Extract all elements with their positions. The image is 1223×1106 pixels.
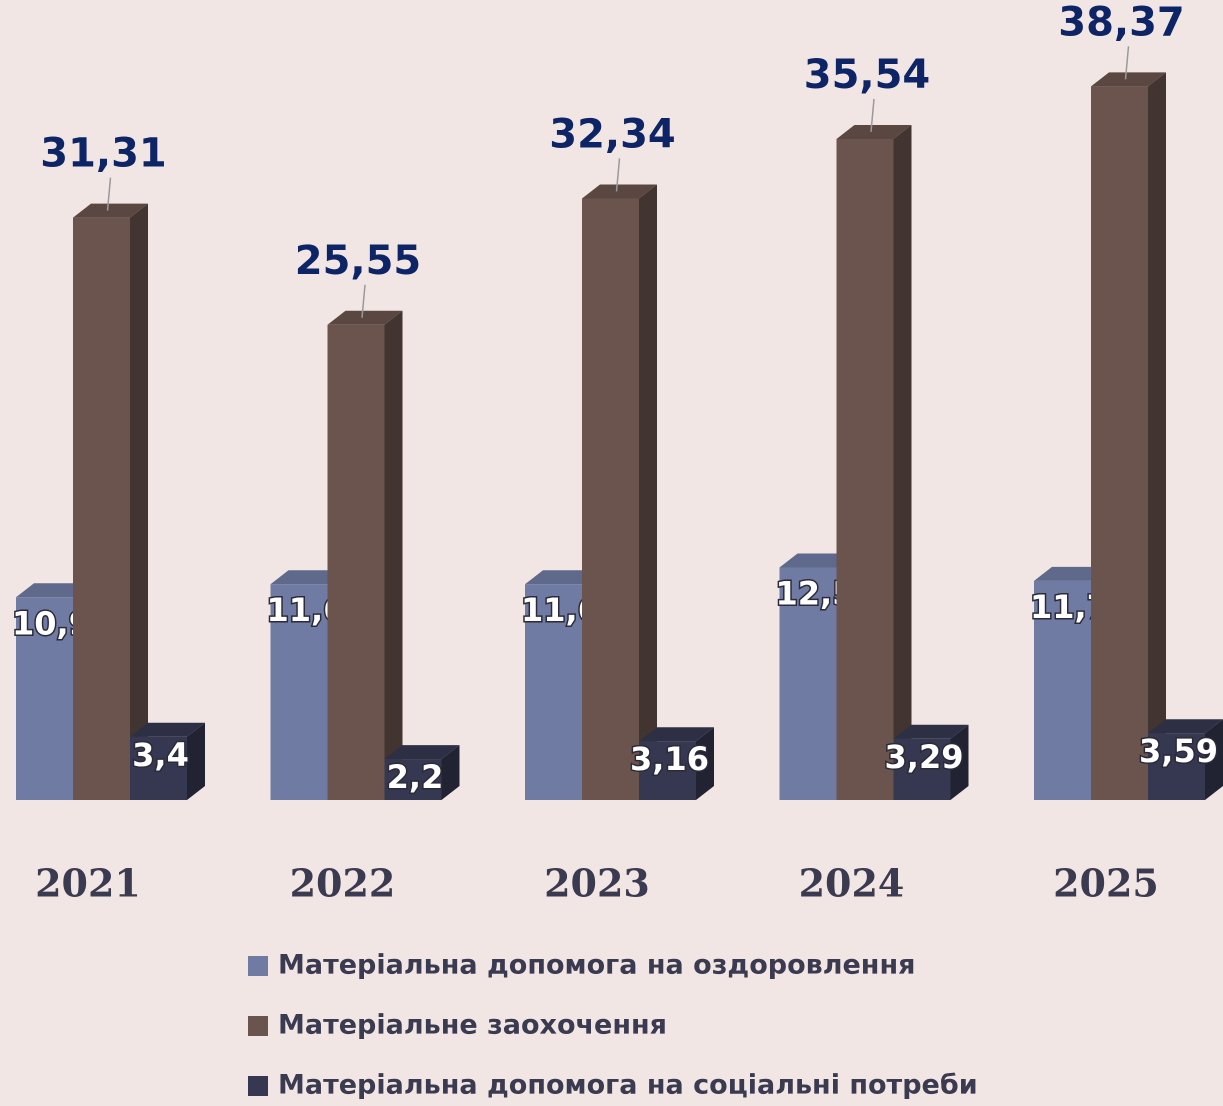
bar-side: [187, 722, 205, 800]
legend-label: Матеріальна допомога на оздоровлення: [278, 950, 915, 981]
bar-side: [696, 727, 714, 800]
bar-front: [582, 198, 639, 800]
value-label: 3,29: [885, 738, 964, 776]
bar: [130, 722, 205, 800]
bar-top: [73, 203, 148, 218]
bar-top: [582, 184, 657, 199]
x-tick-label: 2021: [35, 861, 141, 906]
value-label: 3,59: [1139, 732, 1218, 770]
bar-top: [384, 745, 460, 760]
leader-line: [361, 284, 366, 318]
bar-side: [1205, 719, 1223, 800]
bar-front: [327, 324, 385, 800]
bar: [384, 745, 460, 800]
bar-side: [384, 310, 403, 800]
bar: [836, 124, 912, 801]
value-label: 3,4: [132, 736, 189, 774]
bar-front: [893, 738, 951, 800]
bar-side: [893, 124, 912, 801]
bar: [1148, 719, 1223, 800]
leader-line: [870, 98, 875, 133]
value-label: 35,54: [804, 52, 931, 98]
value-label: 25,55: [295, 238, 422, 284]
leader-line: [106, 177, 112, 211]
bar-top: [525, 570, 600, 585]
bar-top: [1091, 72, 1166, 87]
legend-swatch: [248, 1016, 268, 1036]
bar-side: [1148, 72, 1166, 801]
bar-front: [1148, 733, 1205, 800]
value-label: 32,34: [549, 111, 676, 157]
bar-top: [1148, 719, 1223, 734]
legend-swatch: [248, 1076, 268, 1096]
bar-front: [836, 138, 894, 800]
bar: [327, 310, 403, 800]
bar-front: [130, 736, 187, 800]
legend-swatch: [248, 956, 268, 976]
x-tick-label: 2023: [544, 861, 650, 906]
bar-top: [639, 727, 714, 742]
bar-front: [1034, 580, 1091, 800]
leader-line: [1124, 46, 1130, 80]
bar-front: [779, 567, 837, 800]
bar-top: [270, 570, 346, 585]
value-label: 2,2: [387, 758, 444, 796]
bar-front: [1091, 86, 1148, 801]
bar-top: [327, 310, 403, 325]
bar-front: [270, 584, 328, 800]
bar-front: [16, 597, 73, 800]
bar-front: [384, 759, 442, 800]
bar-top: [16, 583, 91, 598]
leader-line: [615, 158, 621, 192]
value-label: 31,31: [40, 131, 167, 177]
bar-side: [950, 724, 969, 800]
bar: [582, 184, 657, 800]
bar-top: [893, 724, 969, 739]
x-tick-label: 2024: [799, 861, 905, 906]
bar: [639, 727, 714, 800]
bar-side: [441, 745, 460, 800]
legend-label: Матеріальна допомога на соціальні потреб…: [278, 1070, 978, 1101]
bar-top: [779, 553, 855, 568]
bar-side: [639, 184, 657, 800]
legend-label: Матеріальне заохочення: [278, 1010, 667, 1041]
x-tick-label: 2022: [290, 861, 396, 906]
bar-top: [836, 124, 912, 139]
bar-top: [130, 722, 205, 737]
bar-side: [130, 203, 148, 800]
x-tick-label: 2025: [1053, 861, 1159, 906]
bar-front: [525, 584, 582, 800]
bar: [73, 203, 148, 800]
value-label: 38,37: [1058, 0, 1185, 45]
bar-front: [73, 217, 130, 800]
bar-front: [639, 741, 696, 800]
bar: [893, 724, 969, 800]
bar: [1091, 72, 1166, 801]
bar-top: [1034, 566, 1109, 581]
value-label: 3,16: [630, 740, 709, 778]
